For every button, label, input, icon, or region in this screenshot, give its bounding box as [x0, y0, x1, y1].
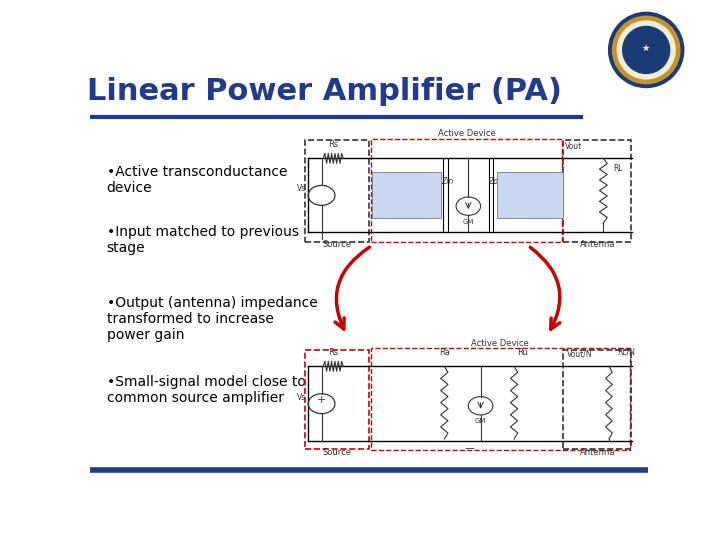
FancyBboxPatch shape: [372, 172, 441, 218]
Text: Vout/N: Vout/N: [567, 350, 593, 359]
Text: Ra: Ra: [439, 348, 450, 357]
Circle shape: [617, 21, 675, 79]
Text: Vs: Vs: [297, 393, 307, 402]
Text: Antenna: Antenna: [580, 240, 615, 249]
Text: Zin: Zin: [441, 177, 454, 186]
FancyBboxPatch shape: [498, 172, 563, 218]
Text: Active Device: Active Device: [438, 130, 495, 138]
Text: +: +: [317, 395, 326, 404]
Text: GM: GM: [475, 418, 486, 424]
Text: Antenna: Antenna: [580, 448, 615, 457]
Text: Zo: Zo: [488, 177, 498, 186]
Text: Linear Power Amplifier (PA): Linear Power Amplifier (PA): [87, 77, 562, 106]
Text: Source: Source: [322, 448, 351, 457]
Text: •Input matched to previous
stage: •Input matched to previous stage: [107, 225, 299, 255]
Text: •Output (antenna) impedance
transformed to increase
power gain: •Output (antenna) impedance transformed …: [107, 295, 318, 342]
Text: Rs: Rs: [328, 348, 338, 357]
Text: —: —: [464, 443, 474, 453]
Text: •Small-signal model close to
common source amplifier: •Small-signal model close to common sour…: [107, 375, 305, 405]
Text: Ru: Ru: [517, 348, 528, 357]
Circle shape: [623, 26, 670, 73]
Text: GM: GM: [463, 219, 474, 225]
Text: RL/N: RL/N: [617, 348, 635, 357]
Text: ⋆: ⋆: [640, 39, 652, 58]
Text: RL: RL: [613, 164, 623, 173]
Text: Vs: Vs: [297, 184, 307, 193]
Circle shape: [613, 16, 680, 84]
Text: •Active transconductance
device: •Active transconductance device: [107, 165, 287, 195]
Text: Active Device: Active Device: [472, 339, 529, 348]
Text: Impedance
Termination
Network: Impedance Termination Network: [514, 186, 546, 203]
Text: Impedance
Matching
Network: Impedance Matching Network: [391, 186, 422, 203]
Circle shape: [608, 12, 684, 87]
Text: Source: Source: [322, 240, 351, 249]
Text: Rs: Rs: [328, 140, 338, 149]
Text: Vout: Vout: [565, 142, 582, 151]
